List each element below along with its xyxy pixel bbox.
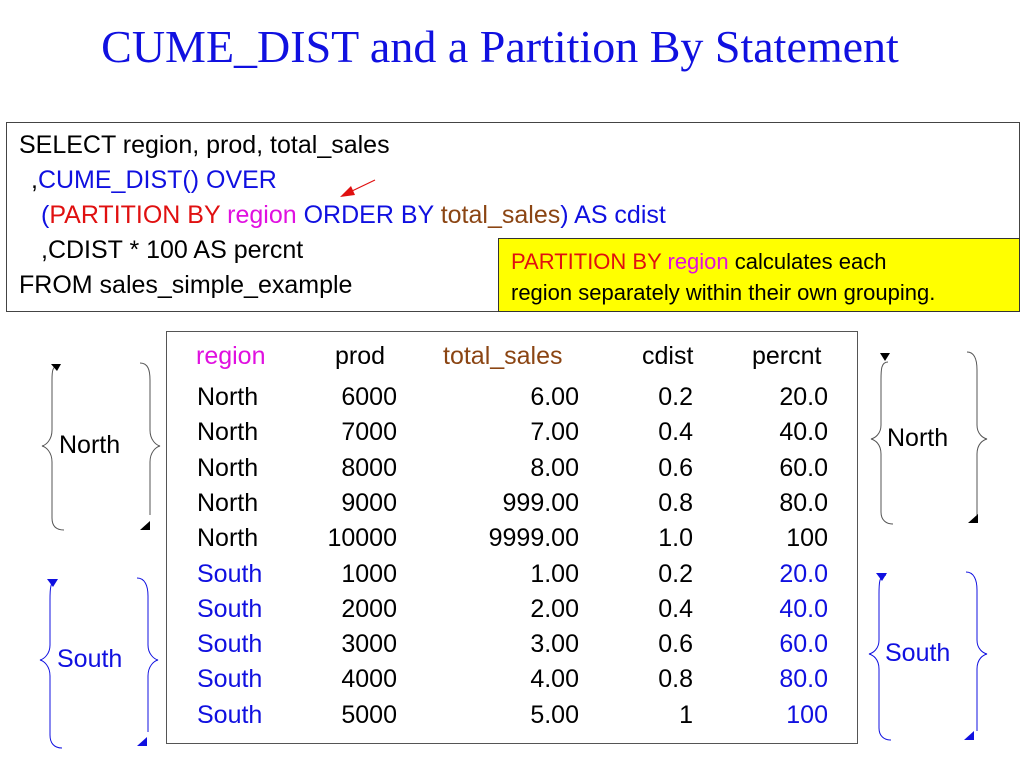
cell-region: South (197, 594, 263, 623)
cell-prod: 2000 (341, 594, 397, 623)
page-title: CUME_DIST and a Partition By Statement (101, 21, 899, 72)
note-partition-by: PARTITION BY (511, 249, 662, 274)
header-region: region (196, 342, 266, 370)
cell-region: South (197, 700, 263, 729)
left-south-label: South (57, 645, 123, 673)
cell-region: North (197, 453, 259, 482)
sql-line-from: FROM sales_simple_example (19, 271, 353, 299)
cell-prod: 9000 (341, 488, 397, 517)
cell-cdist: 0.2 (658, 383, 693, 411)
cell-prod: 5000 (341, 700, 397, 729)
sql-region: region (227, 201, 297, 229)
cell-total-sales: 2.00 (530, 594, 579, 623)
sql-comma: , (31, 166, 38, 194)
sql-partition-by: PARTITION BY (49, 201, 221, 229)
cell-cdist: 0.6 (658, 630, 693, 659)
sql-line-select: SELECT region, prod, total_sales (19, 131, 390, 159)
cell-percnt: 60.0 (779, 453, 828, 482)
partition-note: PARTITION BY region calculates each regi… (498, 238, 1020, 312)
right-north-label: North (887, 424, 949, 452)
header-prod: prod (335, 342, 386, 370)
cell-percnt: 100 (786, 524, 828, 553)
cell-prod: 10000 (327, 524, 397, 553)
cell-prod: 7000 (341, 418, 397, 447)
cell-region: South (197, 559, 263, 588)
cell-cdist: 0.8 (658, 665, 693, 694)
cell-region: North (197, 418, 259, 447)
cell-region: North (197, 524, 259, 553)
cell-total-sales: 9999.00 (488, 524, 579, 553)
sql-line-cume-dist: ,CUME_DIST() OVER (31, 166, 277, 195)
cell-percnt: 60.0 (779, 630, 828, 659)
cell-prod: 3000 (341, 630, 397, 659)
cell-cdist: 0.4 (658, 594, 693, 623)
cell-region: North (197, 488, 259, 517)
left-north-label: North (59, 431, 121, 459)
cell-percnt: 20.0 (779, 383, 828, 411)
sql-line-percnt: ,CDIST * 100 AS percnt (41, 236, 304, 264)
right-south-label: South (885, 639, 951, 667)
note-region: region (667, 249, 729, 274)
header-cdist: cdist (642, 342, 694, 370)
sql-line-partition: (PARTITION BY region ORDER BY total_sale… (41, 201, 666, 230)
cell-total-sales: 5.00 (530, 700, 579, 729)
cell-percnt: 40.0 (779, 418, 828, 447)
cell-percnt: 80.0 (779, 665, 828, 694)
cell-total-sales: 3.00 (530, 630, 579, 659)
sql-order-by: ORDER BY (303, 201, 434, 229)
cell-total-sales: 999.00 (502, 488, 579, 517)
cell-prod: 8000 (341, 453, 397, 482)
sql-close-paren: ) (560, 201, 569, 229)
sql-cume-dist-func: CUME_DIST() OVER (37, 166, 277, 194)
cell-cdist: 0.8 (658, 488, 693, 517)
cell-prod: 6000 (341, 383, 397, 411)
cell-total-sales: 4.00 (530, 665, 579, 694)
results-table: region prod total_sales cdist percnt North 600… (166, 331, 858, 744)
note-text-2: region separately within their own group… (511, 280, 936, 305)
cell-total-sales: 7.00 (530, 418, 579, 447)
cell-percnt: 100 (786, 700, 828, 729)
cell-region: South (197, 665, 263, 694)
header-total-sales: total_sales (443, 342, 563, 370)
cell-cdist: 1.0 (658, 524, 693, 553)
cell-percnt: 40.0 (779, 594, 828, 623)
cell-cdist: 0.6 (658, 453, 693, 482)
cell-cdist: 1 (679, 700, 693, 729)
cell-percnt: 80.0 (779, 488, 828, 517)
sql-alias-cdist: AS cdist (574, 201, 666, 229)
cell-prod: 1000 (341, 559, 397, 588)
cell-total-sales: 8.00 (530, 453, 579, 482)
cell-prod: 4000 (341, 665, 397, 694)
cell-total-sales: 1.00 (530, 559, 579, 588)
header-percnt: percnt (752, 342, 822, 370)
sql-open-paren: ( (41, 201, 50, 229)
cell-region: South (197, 630, 263, 659)
cell-total-sales: 6.00 (530, 383, 579, 411)
note-text-1: calculates each (734, 249, 887, 274)
cell-percnt: 20.0 (779, 559, 828, 588)
sql-total-sales: total_sales (440, 201, 561, 229)
cell-region: North (197, 383, 259, 411)
cell-cdist: 0.4 (658, 418, 693, 447)
cell-cdist: 0.2 (658, 559, 693, 588)
